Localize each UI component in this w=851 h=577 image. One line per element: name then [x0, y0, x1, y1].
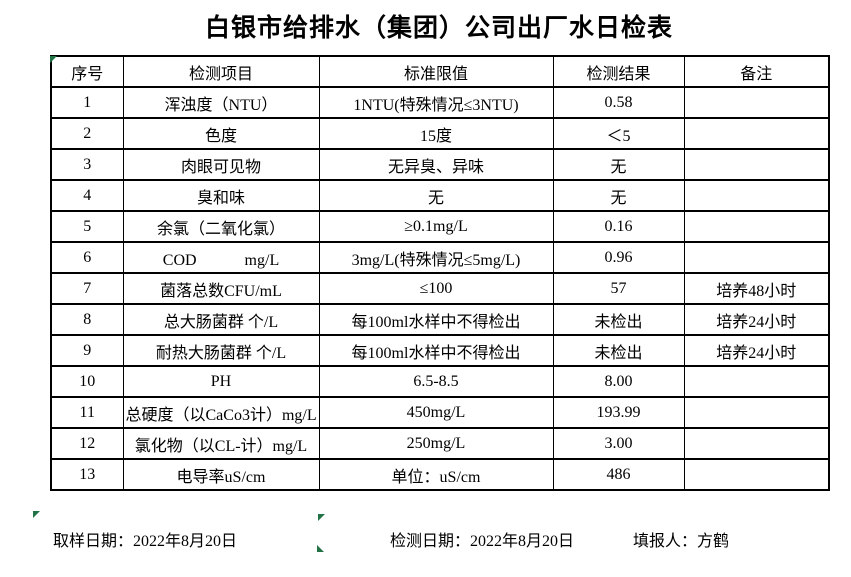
cell-item: 氯化物（以CL-计）mg/L [122, 427, 320, 460]
cell-item: 总大肠菌群 个/L [122, 303, 320, 336]
cell-limit: 1NTU(特殊情况≤3NTU) [318, 86, 554, 119]
footer-row: 取样日期：2022年8月20日 检测日期：2022年8月20日 填报人：方鹤 [0, 527, 851, 551]
cell-item: 菌落总数CFU/mL [122, 272, 320, 305]
cell-limit: 无 [318, 179, 554, 212]
cell-remarks [683, 396, 830, 429]
cell-remarks [683, 458, 830, 491]
cell-index: 11 [50, 396, 124, 429]
cell-remarks: 培养24小时 [683, 334, 830, 367]
cell-result: 未检出 [552, 303, 685, 336]
cell-index: 6 [50, 241, 124, 274]
excel-corner-marker-icon [318, 514, 325, 521]
table-row: 5 余氯（二氧化氯） ≥0.1mg/L 0.16 [50, 210, 830, 243]
excel-corner-marker-icon [33, 511, 40, 518]
cell-index: 13 [50, 458, 124, 491]
cell-limit: 每100ml水样中不得检出 [318, 334, 554, 367]
cell-limit: 每100ml水样中不得检出 [318, 303, 554, 336]
col-header-result: 检测结果 [552, 55, 685, 88]
cell-remarks [683, 179, 830, 212]
cell-limit: 450mg/L [318, 396, 554, 429]
cell-remarks [683, 210, 830, 243]
cell-limit: 250mg/L [318, 427, 554, 460]
cell-index: 2 [50, 117, 124, 150]
cell-remarks [683, 148, 830, 181]
cell-item: 总硬度（以CaCo3计）mg/L [122, 396, 320, 429]
cell-index: 7 [50, 272, 124, 305]
testing-date-text: 检测日期：2022年8月20日 [390, 533, 575, 550]
cell-item: 肉眼可见物 [122, 148, 320, 181]
table-row: 12 氯化物（以CL-计）mg/L 250mg/L 3.00 [50, 427, 830, 460]
header-row: 序号 检测项目 标准限值 检测结果 备注 [50, 55, 830, 88]
cell-remarks [683, 427, 830, 460]
excel-corner-marker-icon [50, 56, 57, 63]
cell-result: 486 [552, 458, 685, 491]
cell-item: 臭和味 [122, 179, 320, 212]
cell-result: 0.58 [552, 86, 685, 119]
table-row: 4 臭和味 无 无 [50, 179, 830, 212]
cell-result: 3.00 [552, 427, 685, 460]
table-row: 1 浑浊度（NTU） 1NTU(特殊情况≤3NTU) 0.58 [50, 86, 830, 119]
cell-limit: 无异臭、异味 [318, 148, 554, 181]
cell-index: 12 [50, 427, 124, 460]
cell-index: 10 [50, 365, 124, 398]
table-row: 9 耐热大肠菌群 个/L 每100ml水样中不得检出 未检出 培养24小时 [50, 334, 830, 367]
table-row: 6 COD mg/L 3mg/L(特殊情况≤5mg/L) 0.96 [50, 241, 830, 274]
cell-remarks [683, 117, 830, 150]
cell-item: PH [122, 365, 320, 398]
cell-item: 色度 [122, 117, 320, 150]
cell-index: 9 [50, 334, 124, 367]
cell-item: COD mg/L [122, 241, 320, 274]
cell-remarks: 培养24小时 [683, 303, 830, 336]
cell-limit: 6.5-8.5 [318, 365, 554, 398]
table-row: 2 色度 15度 ＜5 [50, 117, 830, 150]
cell-item: 耐热大肠菌群 个/L [122, 334, 320, 367]
cell-index: 8 [50, 303, 124, 336]
table-row: 11 总硬度（以CaCo3计）mg/L 450mg/L 193.99 [50, 396, 830, 429]
cell-index: 3 [50, 148, 124, 181]
table-row: 3 肉眼可见物 无异臭、异味 无 [50, 148, 830, 181]
cell-result: 0.16 [552, 210, 685, 243]
cell-result: 0.96 [552, 241, 685, 274]
col-header-limit: 标准限值 [318, 55, 554, 88]
cell-result: 未检出 [552, 334, 685, 367]
cell-limit: ≤100 [318, 272, 554, 305]
reporter-text: 填报人：方鹤 [633, 533, 730, 550]
sampling-date-text: 取样日期：2022年8月20日 [53, 533, 238, 550]
cell-result: 8.00 [552, 365, 685, 398]
cell-limit: ≥0.1mg/L [318, 210, 554, 243]
cell-remarks [683, 86, 830, 119]
col-header-item: 检测项目 [122, 55, 320, 88]
table-row: 8 总大肠菌群 个/L 每100ml水样中不得检出 未检出 培养24小时 [50, 303, 830, 336]
cell-index: 4 [50, 179, 124, 212]
cell-result: 无 [552, 148, 685, 181]
inspection-table: 序号 检测项目 标准限值 检测结果 备注 1 浑浊度（NTU） 1NTU(特殊情… [50, 55, 830, 491]
cell-item: 电导率uS/cm [122, 458, 320, 491]
cell-index: 5 [50, 210, 124, 243]
cell-result: 193.99 [552, 396, 685, 429]
cell-item: 浑浊度（NTU） [122, 86, 320, 119]
cell-remarks [683, 241, 830, 274]
cell-limit: 单位：uS/cm [318, 458, 554, 491]
cell-index: 1 [50, 86, 124, 119]
excel-corner-marker-icon [317, 545, 324, 552]
cell-remarks: 培养48小时 [683, 272, 830, 305]
cell-result: ＜5 [552, 117, 685, 150]
page-title: 白银市给排水（集团）公司出厂水日检表 [204, 15, 673, 42]
cell-limit: 3mg/L(特殊情况≤5mg/L) [318, 241, 554, 274]
cell-remarks [683, 365, 830, 398]
cell-item: 余氯（二氧化氯） [122, 210, 320, 243]
col-header-index: 序号 [50, 55, 124, 88]
table-row: 7 菌落总数CFU/mL ≤100 57 培养48小时 [50, 272, 830, 305]
cell-result: 无 [552, 179, 685, 212]
col-header-remarks: 备注 [683, 55, 830, 88]
table-row: 10 PH 6.5-8.5 8.00 [50, 365, 830, 398]
cell-result: 57 [552, 272, 685, 305]
cell-limit: 15度 [318, 117, 554, 150]
table-row: 13 电导率uS/cm 单位：uS/cm 486 [50, 458, 830, 491]
